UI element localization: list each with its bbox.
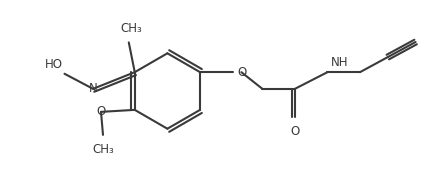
Text: O: O <box>290 125 300 138</box>
Text: N: N <box>88 82 97 95</box>
Text: NH: NH <box>331 56 348 69</box>
Text: O: O <box>96 105 106 118</box>
Text: HO: HO <box>45 58 63 70</box>
Text: CH₃: CH₃ <box>92 143 114 156</box>
Text: O: O <box>237 66 247 79</box>
Text: CH₃: CH₃ <box>120 22 141 35</box>
